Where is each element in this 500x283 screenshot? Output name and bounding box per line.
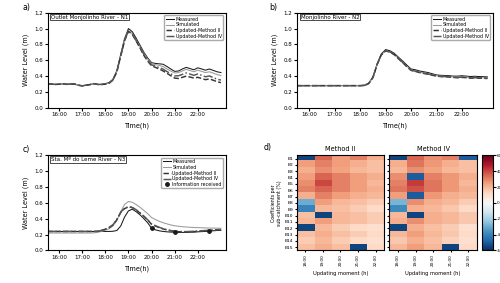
Legend: Measured, Simulated, Updated-Method II, Updated-Method IV: Measured, Simulated, Updated-Method II, … (432, 15, 490, 40)
Y-axis label: Water Level (m): Water Level (m) (22, 34, 29, 86)
Text: Outlet Monjolinho River - N1: Outlet Monjolinho River - N1 (51, 15, 128, 20)
Legend: Measured, Simulated, Updated-Method II, Updated-Method IV: Measured, Simulated, Updated-Method II, … (164, 15, 223, 40)
Point (148, 226, 156, 231)
Text: Monjolinho River - N2: Monjolinho River - N2 (300, 15, 360, 20)
X-axis label: Updating moment (h): Updating moment (h) (313, 271, 368, 276)
Y-axis label: Water Level (m): Water Level (m) (22, 177, 29, 229)
Legend: Measured, Simulated, Updated-Method II, Updated-Method IV, Information received: Measured, Simulated, Updated-Method II, … (161, 158, 223, 188)
Text: d): d) (264, 143, 272, 152)
X-axis label: Time(h): Time(h) (124, 265, 149, 272)
Text: Sta. Mª do Leme River - N3: Sta. Mª do Leme River - N3 (51, 157, 126, 162)
Y-axis label: Water Level (m): Water Level (m) (272, 34, 278, 86)
Text: a): a) (22, 3, 30, 12)
Text: b): b) (269, 3, 277, 12)
X-axis label: Updating moment (h): Updating moment (h) (406, 271, 461, 276)
X-axis label: Time(h): Time(h) (382, 123, 407, 129)
X-axis label: Time(h): Time(h) (124, 123, 149, 129)
Text: Method II: Method II (325, 145, 356, 152)
Point (170, 230, 178, 235)
Point (206, 229, 214, 233)
Text: Method IV: Method IV (416, 145, 450, 152)
Text: c): c) (22, 145, 30, 155)
Y-axis label: Coefficients per
sub-catchment (%): Coefficients per sub-catchment (%) (271, 180, 281, 226)
